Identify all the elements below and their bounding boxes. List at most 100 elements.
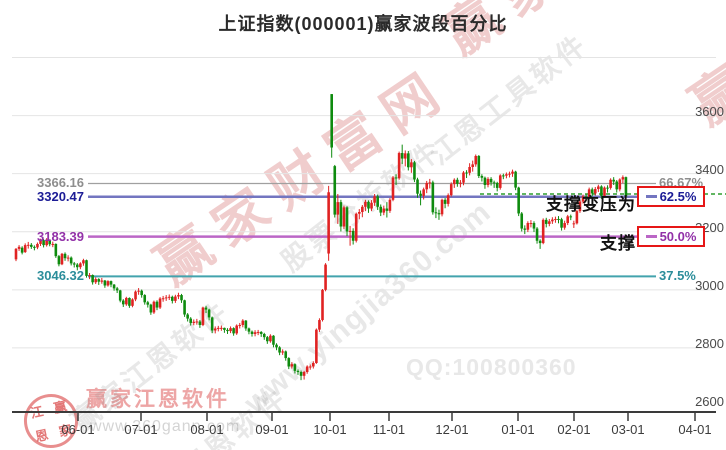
candle — [584, 196, 588, 198]
x-axis-label: 11-01 — [373, 422, 405, 437]
candle — [281, 351, 284, 353]
candle — [213, 328, 217, 331]
candle — [492, 182, 496, 184]
candle — [45, 240, 48, 246]
candle — [272, 335, 275, 345]
candle — [155, 301, 159, 308]
candle — [100, 280, 104, 282]
candle — [112, 284, 116, 289]
candle — [324, 264, 327, 290]
candle — [624, 177, 628, 197]
candle — [495, 182, 499, 188]
candle — [566, 216, 569, 224]
candle — [609, 179, 612, 188]
candle — [419, 193, 422, 196]
candle — [266, 337, 269, 342]
candle — [140, 290, 143, 296]
candle — [333, 166, 337, 215]
candle — [339, 202, 343, 227]
candle — [146, 302, 150, 305]
candle — [186, 314, 189, 319]
candle — [149, 304, 153, 313]
candle — [293, 364, 297, 371]
candle — [235, 325, 238, 334]
candle — [600, 186, 603, 196]
candle — [315, 329, 318, 364]
candle — [373, 196, 376, 203]
candle — [612, 179, 615, 182]
candle — [416, 179, 419, 194]
candle — [121, 300, 125, 305]
candle — [590, 189, 594, 194]
candle — [94, 279, 97, 283]
candle — [354, 213, 358, 241]
candle — [327, 192, 330, 254]
candle — [385, 208, 389, 211]
candle — [523, 228, 527, 230]
candle — [593, 189, 597, 194]
candle — [483, 177, 487, 185]
candle — [544, 219, 548, 224]
candle — [554, 218, 557, 220]
candle — [532, 223, 536, 229]
candle — [192, 321, 196, 323]
candle — [106, 281, 110, 286]
candle — [195, 321, 199, 323]
candle — [269, 335, 272, 342]
candle — [508, 173, 511, 175]
candle — [357, 212, 361, 214]
candle — [115, 288, 119, 291]
x-axis-label: 04-01 — [678, 422, 711, 437]
candle — [367, 201, 370, 209]
candle — [259, 331, 263, 334]
candle — [177, 295, 180, 297]
candle — [91, 275, 94, 283]
candle — [244, 320, 248, 329]
candle — [446, 195, 450, 204]
candle — [42, 240, 45, 246]
candle — [97, 279, 101, 282]
candle — [180, 295, 183, 301]
candle — [229, 328, 232, 332]
candle — [569, 216, 573, 218]
candle — [440, 199, 444, 215]
candle — [370, 202, 373, 209]
candle — [520, 213, 524, 229]
x-axis-label: 08-01 — [190, 422, 223, 437]
candle — [296, 370, 300, 373]
candle — [23, 245, 27, 253]
candle — [603, 187, 606, 196]
candle — [189, 318, 193, 323]
candle — [57, 256, 61, 265]
candle — [137, 290, 140, 292]
candle — [232, 328, 235, 334]
candle — [345, 207, 349, 232]
candle — [465, 172, 468, 174]
candle — [541, 219, 545, 244]
candle — [275, 344, 278, 348]
candle — [204, 307, 208, 310]
candle — [361, 206, 364, 213]
candle — [174, 296, 177, 301]
candle — [290, 364, 294, 367]
candle — [88, 275, 91, 277]
candle — [312, 363, 315, 367]
candle — [449, 184, 453, 196]
candle — [30, 244, 33, 247]
candle — [247, 328, 251, 332]
candle — [498, 175, 502, 188]
candle — [505, 174, 508, 176]
candle — [164, 297, 168, 299]
x-axis-label: 03-01 — [611, 422, 644, 437]
candle — [548, 221, 551, 224]
candle — [26, 244, 30, 246]
candle — [284, 351, 288, 359]
candle — [431, 182, 435, 213]
x-axis-label: 01-01 — [501, 422, 534, 437]
qq-watermark: QQ:100800360 — [406, 354, 577, 380]
candle — [480, 175, 484, 178]
x-axis-label: 07-01 — [124, 422, 157, 437]
candle — [33, 246, 36, 248]
